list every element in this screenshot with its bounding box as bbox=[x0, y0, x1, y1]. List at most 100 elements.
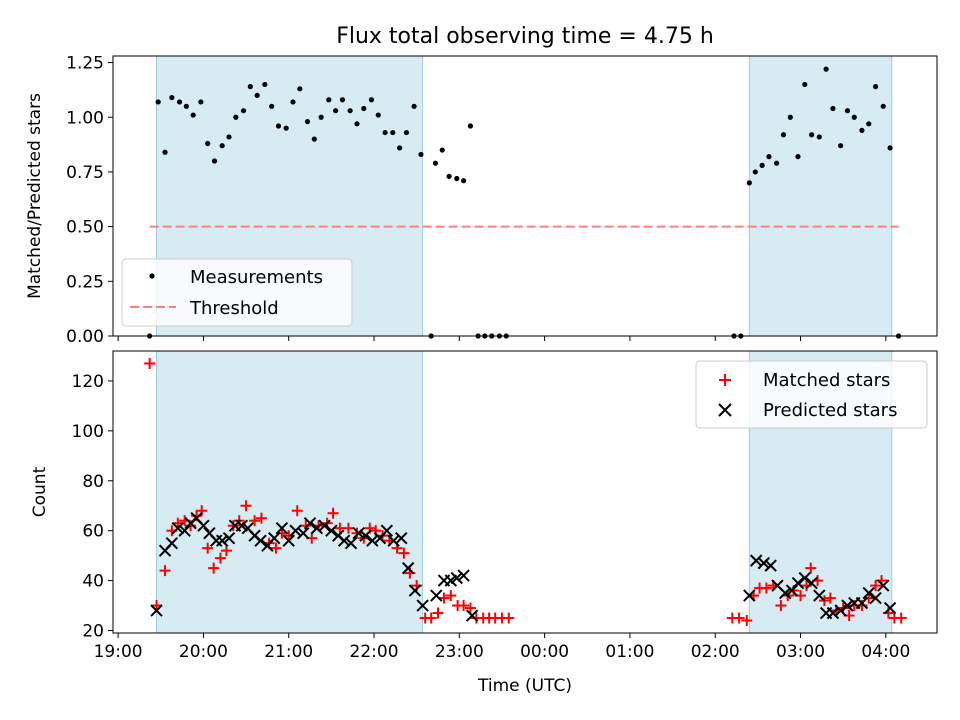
matched-star-point bbox=[445, 590, 457, 602]
predicted-star-point bbox=[222, 531, 236, 545]
predicted-star-point bbox=[805, 576, 818, 590]
predicted-star-point bbox=[387, 534, 400, 547]
predicted-star-point bbox=[171, 521, 185, 535]
measurement-point bbox=[759, 162, 765, 168]
measurement-point bbox=[226, 134, 232, 140]
measurement-point bbox=[859, 127, 865, 133]
predicted-star-point bbox=[813, 589, 826, 602]
bottom-shaded-interval bbox=[156, 350, 424, 634]
legend-measurements-marker bbox=[149, 273, 155, 279]
measurement-point bbox=[347, 108, 353, 114]
x-tick-label: 02:00 bbox=[691, 642, 740, 662]
top-y-tick-label: 0.25 bbox=[66, 272, 104, 292]
measurement-point bbox=[155, 99, 161, 105]
matched-star-point bbox=[342, 522, 354, 534]
predicted-star-point bbox=[430, 589, 443, 602]
predicted-star-point bbox=[457, 569, 470, 582]
measurement-point bbox=[368, 97, 375, 103]
measurement-point bbox=[411, 103, 417, 109]
measurement-point bbox=[880, 103, 886, 109]
predicted-star-point bbox=[862, 586, 875, 600]
matched-star-point bbox=[249, 515, 261, 527]
top-y-tick-label: 0.00 bbox=[66, 327, 104, 347]
x-tick-label: 22:00 bbox=[350, 642, 399, 662]
predicted-star-point bbox=[826, 606, 840, 620]
matched-star-point bbox=[351, 527, 363, 539]
predicted-star-point bbox=[165, 536, 179, 550]
predicted-star-point bbox=[150, 604, 163, 617]
measurement-point bbox=[418, 151, 424, 158]
top-plot-area bbox=[147, 66, 902, 339]
predicted-star-point bbox=[869, 591, 882, 605]
matched-star-point bbox=[270, 542, 282, 554]
top-y-axis-label: Matched/Predicted stars bbox=[25, 93, 45, 299]
measurement-point bbox=[795, 154, 801, 160]
top-shaded-interval bbox=[748, 55, 893, 337]
predicted-star-point bbox=[785, 584, 799, 597]
bottom-x-axis-label: Time (UTC) bbox=[477, 676, 572, 696]
matched-star-point bbox=[327, 507, 339, 519]
predicted-star-point bbox=[877, 579, 890, 592]
matched-star-point bbox=[255, 512, 267, 524]
measurement-point bbox=[851, 114, 857, 120]
measurement-point bbox=[262, 81, 268, 88]
measurement-point bbox=[318, 114, 324, 120]
measurement-point bbox=[830, 105, 836, 112]
bottom-y-axis: 20 40 60 80 100 120 bbox=[72, 372, 113, 642]
predicted-star-point bbox=[297, 526, 310, 540]
predicted-star-point bbox=[366, 534, 379, 547]
measurement-point bbox=[254, 92, 260, 98]
predicted-star-point bbox=[395, 531, 408, 545]
matched-star-point bbox=[291, 505, 303, 517]
measurement-point bbox=[866, 121, 872, 127]
x-tick-label: 03:00 bbox=[776, 642, 825, 662]
bottom-legend: Matched stars Predicted stars bbox=[695, 360, 928, 429]
chart-title: Flux total observing time = 4.75 h bbox=[336, 24, 714, 49]
matched-star-point bbox=[240, 500, 252, 512]
measurement-point bbox=[432, 160, 439, 166]
predicted-star-point bbox=[883, 601, 897, 615]
x-tick-label: 21:00 bbox=[264, 642, 313, 662]
legend-threshold-label: Threshold bbox=[189, 298, 279, 319]
predicted-star-point bbox=[798, 571, 811, 585]
predicted-star-point bbox=[380, 524, 394, 537]
predicted-star-point bbox=[344, 536, 358, 550]
x-tick-label: 19:00 bbox=[94, 642, 143, 662]
matched-star-point bbox=[398, 547, 410, 559]
measurement-point bbox=[190, 112, 196, 118]
matched-star-point bbox=[733, 612, 745, 624]
predicted-star-point bbox=[791, 576, 805, 590]
top-y-tick-label: 0.50 bbox=[66, 218, 104, 238]
measurement-point bbox=[247, 84, 253, 90]
x-tick-label: 23:00 bbox=[435, 642, 484, 662]
predicted-star-point bbox=[310, 521, 324, 535]
measurement-point bbox=[844, 108, 851, 114]
measurement-point bbox=[838, 143, 844, 149]
top-y-axis: 0.00 0.25 0.50 0.75 1.00 1.25 bbox=[66, 54, 113, 347]
predicted-star-point bbox=[749, 554, 763, 567]
predicted-star-point bbox=[359, 529, 372, 542]
bottom-panel: 20 40 60 80 100 120 19:00 20:00 21:00 22:00 23:00… bbox=[30, 350, 938, 696]
matched-star-point bbox=[741, 615, 753, 627]
measurement-point bbox=[887, 145, 893, 151]
x-tick-label: 01:00 bbox=[605, 642, 654, 662]
measurement-point bbox=[361, 105, 367, 112]
matched-star-point bbox=[227, 520, 239, 532]
measurement-point bbox=[382, 129, 388, 136]
measurement-point bbox=[183, 103, 189, 109]
measurement-point bbox=[269, 103, 275, 109]
top-y-tick-label: 1.25 bbox=[66, 54, 104, 74]
predicted-star-point bbox=[303, 516, 317, 530]
measurement-point bbox=[354, 121, 360, 127]
matched-star-point bbox=[214, 552, 226, 564]
matched-star-point bbox=[895, 612, 907, 624]
predicted-star-point bbox=[778, 586, 792, 600]
predicted-star-point bbox=[465, 609, 479, 622]
predicted-star-point bbox=[282, 534, 295, 547]
predicted-star-point bbox=[318, 519, 331, 532]
measurement-point bbox=[454, 175, 460, 182]
matched-star-point bbox=[202, 542, 214, 554]
measurement-point bbox=[766, 154, 772, 160]
measurement-point bbox=[219, 143, 225, 149]
